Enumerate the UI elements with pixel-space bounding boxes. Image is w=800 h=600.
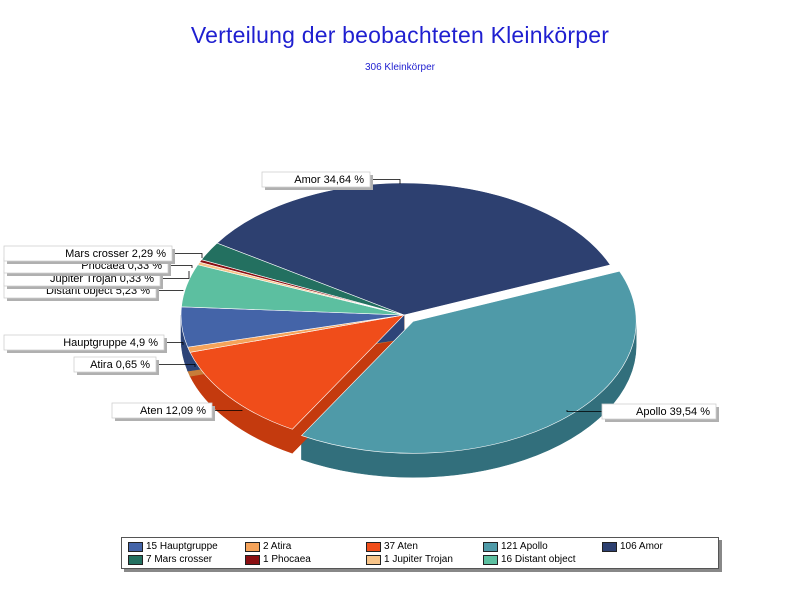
pie-slice-mars-crosser [200,242,405,316]
chart-title: Verteilung der beobachteten Kleinkörper [190,22,610,48]
svg-text:Mars crosser 2,29 %: Mars crosser 2,29 % [65,248,166,260]
legend-label: 7 Mars crosser [146,554,213,565]
legend-swatch [245,555,260,565]
slice-label-apollo: Apollo 39,54 % [601,403,719,422]
leader-line-jupiter-trojan [160,271,190,279]
svg-text:Apollo 39,54 %: Apollo 39,54 % [636,406,710,418]
slice-label-amor: Amor 34,64 % [261,171,373,190]
pie-slice-apollo [300,270,637,454]
leader-line-phocaea [168,265,193,268]
legend-label: 37 Aten [384,541,418,552]
pie-top-layer [180,182,637,454]
slice-label-mars-crosser: Mars crosser 2,29 % [3,245,175,264]
pie-slice-amor [216,182,611,316]
legend-swatch [366,555,381,565]
legend-swatch [128,555,143,565]
legend-swatch [245,542,260,552]
legend-label: 15 Hauptgruppe [146,541,218,552]
legend-swatch [366,542,381,552]
svg-text:Atira 0,65 %: Atira 0,65 % [90,359,150,371]
svg-text:Hauptgruppe 4,9 %: Hauptgruppe 4,9 % [63,337,158,349]
svg-text:Amor 34,64 %: Amor 34,64 % [294,174,364,186]
label-layer: Amor 34,64 % Apollo 39,54 % Aten 12,09 % At… [3,171,719,422]
legend-label: 121 Apollo [501,541,548,552]
legend-swatch [483,555,498,565]
legend-label: 2 Atira [263,541,292,552]
leader-line-amor [370,179,401,184]
legend-label: 1 Phocaea [263,554,311,565]
leader-line-apollo [566,410,602,412]
chart-subtitle: 306 Kleinkörper [364,62,436,73]
slice-label-aten: Aten 12,09 % [111,402,215,421]
slice-label-hauptgruppe: Hauptgruppe 4,9 % [3,334,167,353]
leader-line-distant-object [156,290,184,291]
slice-label-atira: Atira 0,65 % [73,356,159,375]
svg-text:Aten 12,09 %: Aten 12,09 % [140,405,206,417]
legend-label: 16 Distant object [501,554,576,565]
leader-line-atira [156,364,196,367]
leader-line-mars-crosser [172,253,203,258]
legend-label: 1 Jupiter Trojan [384,554,453,565]
chart-legend: 15 Hauptgruppe 2 Atira 37 Aten 121 Apollo 10… [121,537,719,569]
leader-line-layer [156,179,602,412]
leader-line-hauptgruppe [164,342,184,345]
pie-slice-aten [189,314,405,430]
leader-line-aten [212,410,243,411]
legend-swatch [483,542,498,552]
legend-swatch [602,542,617,552]
legend-swatch [128,542,143,552]
legend-label: 106 Amor [620,541,663,552]
